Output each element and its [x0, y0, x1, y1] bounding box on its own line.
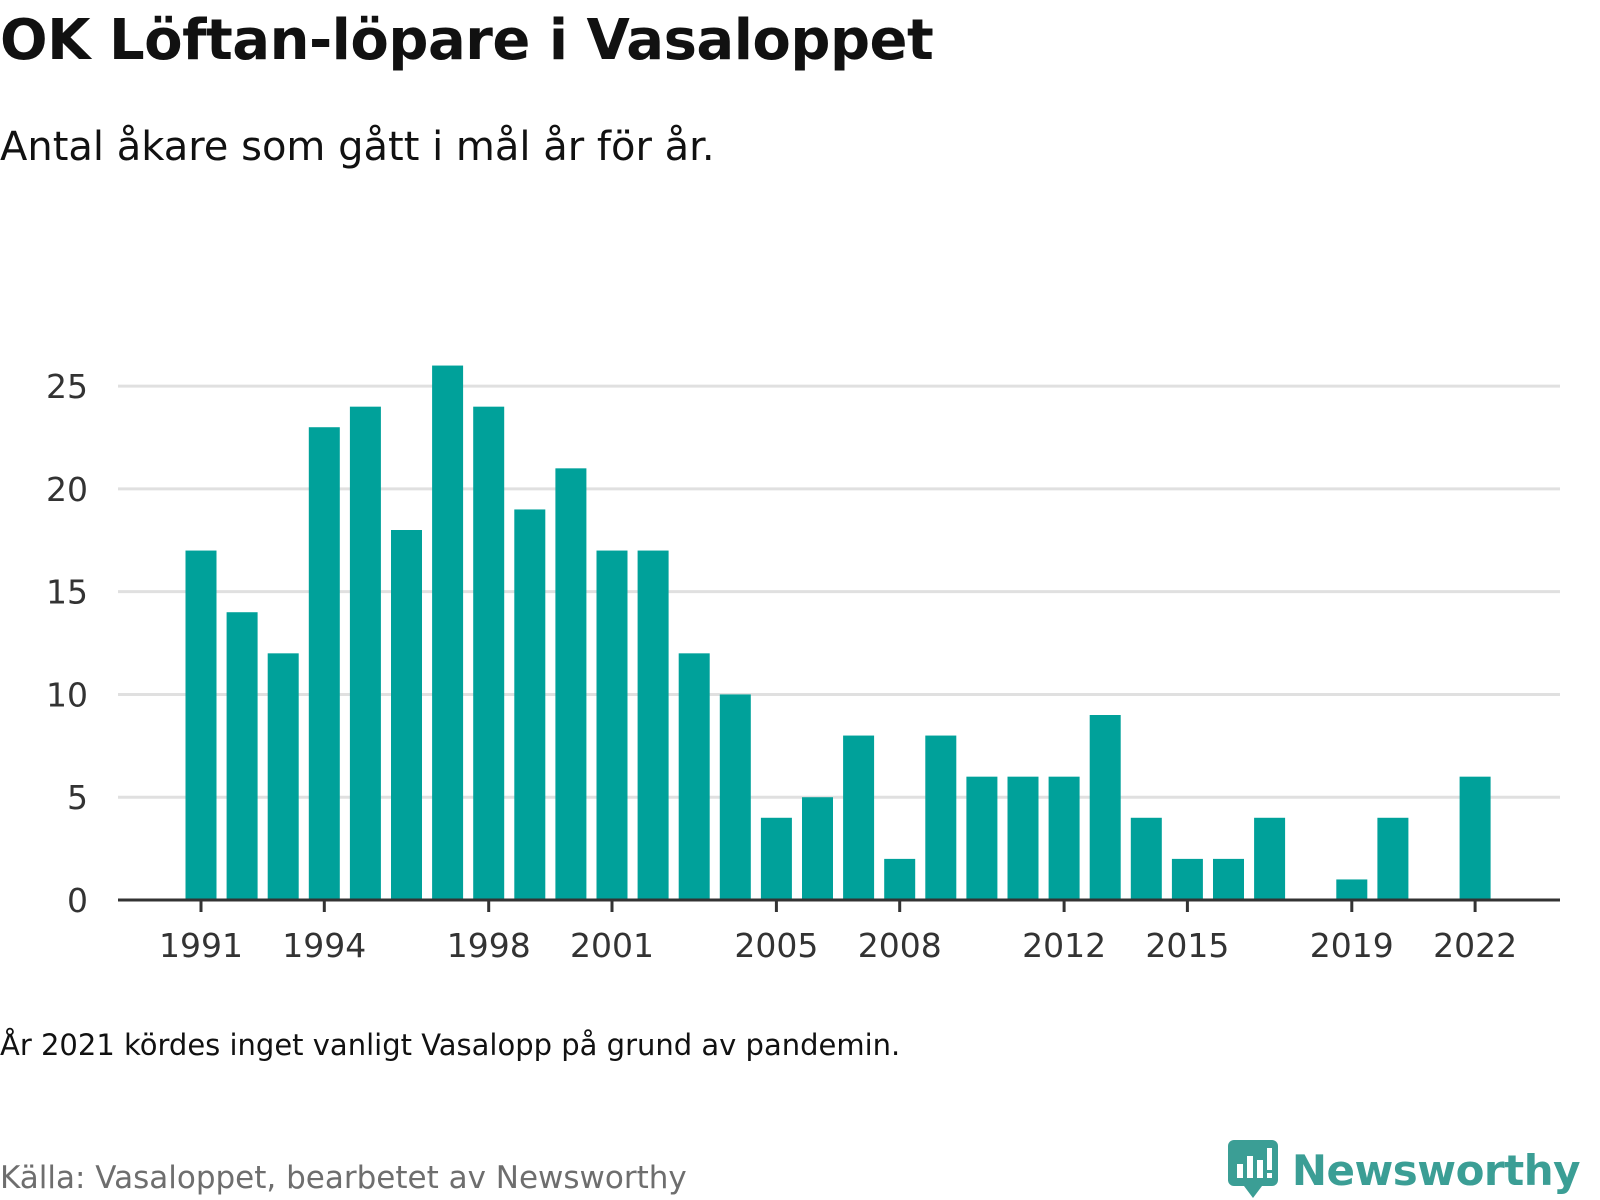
x-tick-label: 1991 [159, 926, 243, 965]
chart-title: OK Löftan-löpare i Vasaloppet [0, 8, 934, 73]
bar-2011 [1007, 776, 1039, 900]
footnote: År 2021 kördes inget vanligt Vasalopp på… [0, 1028, 901, 1062]
bar-2014 [1130, 817, 1162, 900]
x-tick-label: 1998 [447, 926, 531, 965]
bar-1998 [473, 406, 505, 900]
bar-2007 [843, 735, 875, 900]
x-tick-label: 2022 [1433, 926, 1517, 965]
y-tick-label: 20 [46, 470, 88, 509]
bar-2004 [719, 694, 751, 900]
y-tick-label: 25 [46, 367, 88, 406]
bar-2019 [1336, 879, 1368, 900]
source-credit: Källa: Vasaloppet, bearbetet av Newswort… [0, 1160, 687, 1196]
y-tick-label: 15 [46, 573, 88, 612]
bar-2001 [596, 550, 628, 900]
bar-2013 [1089, 715, 1121, 900]
bar-2020 [1377, 817, 1409, 900]
bar-chart: 0 5 10 15 20 25 1991 1994 1998 2001 2005 2008 2012 20… [46, 365, 1560, 965]
x-tick-label: 2012 [1022, 926, 1106, 965]
bar-1994 [308, 427, 340, 900]
axes: 0 5 10 15 20 25 1991 1994 1998 2001 2005 2008 2012 20… [46, 367, 1560, 965]
x-tick-label: 2005 [734, 926, 818, 965]
chart-speech-bubble-icon [1227, 1140, 1278, 1198]
x-tick-label: 2019 [1310, 926, 1394, 965]
bar-1999 [514, 509, 546, 900]
bar-2017 [1254, 817, 1286, 900]
bars [185, 365, 1491, 900]
x-tick-label: 2015 [1145, 926, 1229, 965]
bar-2002 [637, 550, 669, 900]
bar-2022 [1459, 776, 1491, 900]
y-tick-label: 5 [67, 778, 88, 817]
brand-name: Newsworthy [1291, 1145, 1581, 1195]
y-tick-label: 0 [67, 881, 88, 920]
bar-1996 [391, 530, 422, 900]
x-tick-label: 2001 [570, 926, 654, 965]
bar-2006 [802, 797, 833, 900]
bar-1997 [432, 365, 464, 900]
bar-2000 [555, 468, 587, 900]
bar-1992 [226, 612, 258, 900]
y-tick-label: 10 [46, 675, 88, 714]
x-tick-label: 1994 [282, 926, 366, 965]
bar-2015 [1171, 858, 1203, 900]
bar-2012 [1048, 776, 1080, 900]
bar-1995 [349, 406, 381, 900]
chart-subtitle: Antal åkare som gått i mål år för år. [0, 124, 715, 170]
bar-1991 [185, 550, 217, 900]
bar-2016 [1213, 858, 1244, 900]
bar-2005 [760, 817, 792, 900]
bar-2009 [925, 735, 957, 900]
bar-1993 [267, 653, 299, 900]
x-tick-label: 2008 [858, 926, 942, 965]
brand-logo: Newsworthy [1227, 1140, 1581, 1200]
bar-2003 [678, 653, 710, 900]
bar-2010 [966, 776, 998, 900]
bar-2008 [884, 858, 916, 900]
